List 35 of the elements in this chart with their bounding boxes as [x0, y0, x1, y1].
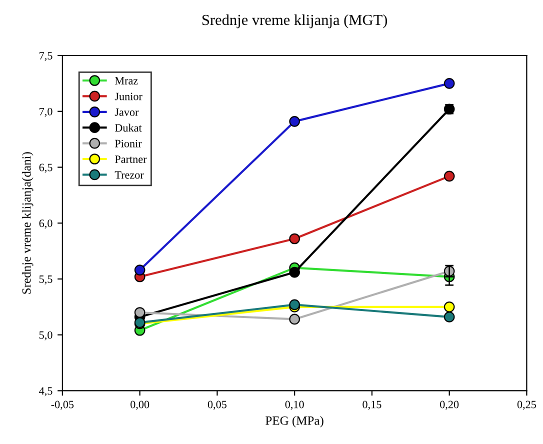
x-tick-label: 0,05 [208, 400, 226, 410]
legend-label: Dukat [114, 124, 142, 132]
x-axis-title: PEG (MPa) [266, 416, 324, 428]
x-tick-label: 0,10 [285, 400, 304, 410]
y-axis-title: Srednje vreme klijanja(dani) [22, 152, 34, 294]
point [134, 264, 146, 276]
legend-label: Javor [114, 108, 139, 116]
chart-title: Srednje vreme klijanja (MGT) [202, 14, 388, 28]
y-tick-label: 5,0 [39, 331, 52, 340]
point [289, 233, 300, 244]
x-tick-label: 0,00 [130, 400, 150, 410]
point [444, 78, 455, 89]
y-tick-label: 6,5 [39, 164, 52, 173]
x-tick-label: -0,05 [51, 400, 74, 410]
x-tick-label: 0,25 [517, 400, 536, 410]
point [444, 302, 455, 312]
y-tick-label: 5,5 [39, 276, 52, 285]
y-tick-label: 7,0 [40, 108, 52, 117]
y-tick-label: 7,5 [40, 52, 52, 62]
point [134, 307, 146, 318]
x-tick-label: 0,15 [362, 400, 382, 410]
legend-label: Pionir [114, 140, 142, 148]
legend-label: Junior [114, 92, 142, 100]
point [444, 312, 455, 322]
point [289, 116, 300, 127]
point [444, 170, 455, 182]
point [289, 299, 300, 310]
legend-label: Partner [114, 156, 147, 163]
point [289, 314, 300, 325]
legend-label: Trezor [114, 171, 144, 179]
x-tick-label: 0,20 [440, 400, 459, 410]
legend-label: Mraz [114, 77, 138, 84]
point [289, 266, 300, 278]
y-tick-label: 6,0 [39, 220, 52, 229]
y-tick-label: 4,5 [39, 387, 52, 396]
